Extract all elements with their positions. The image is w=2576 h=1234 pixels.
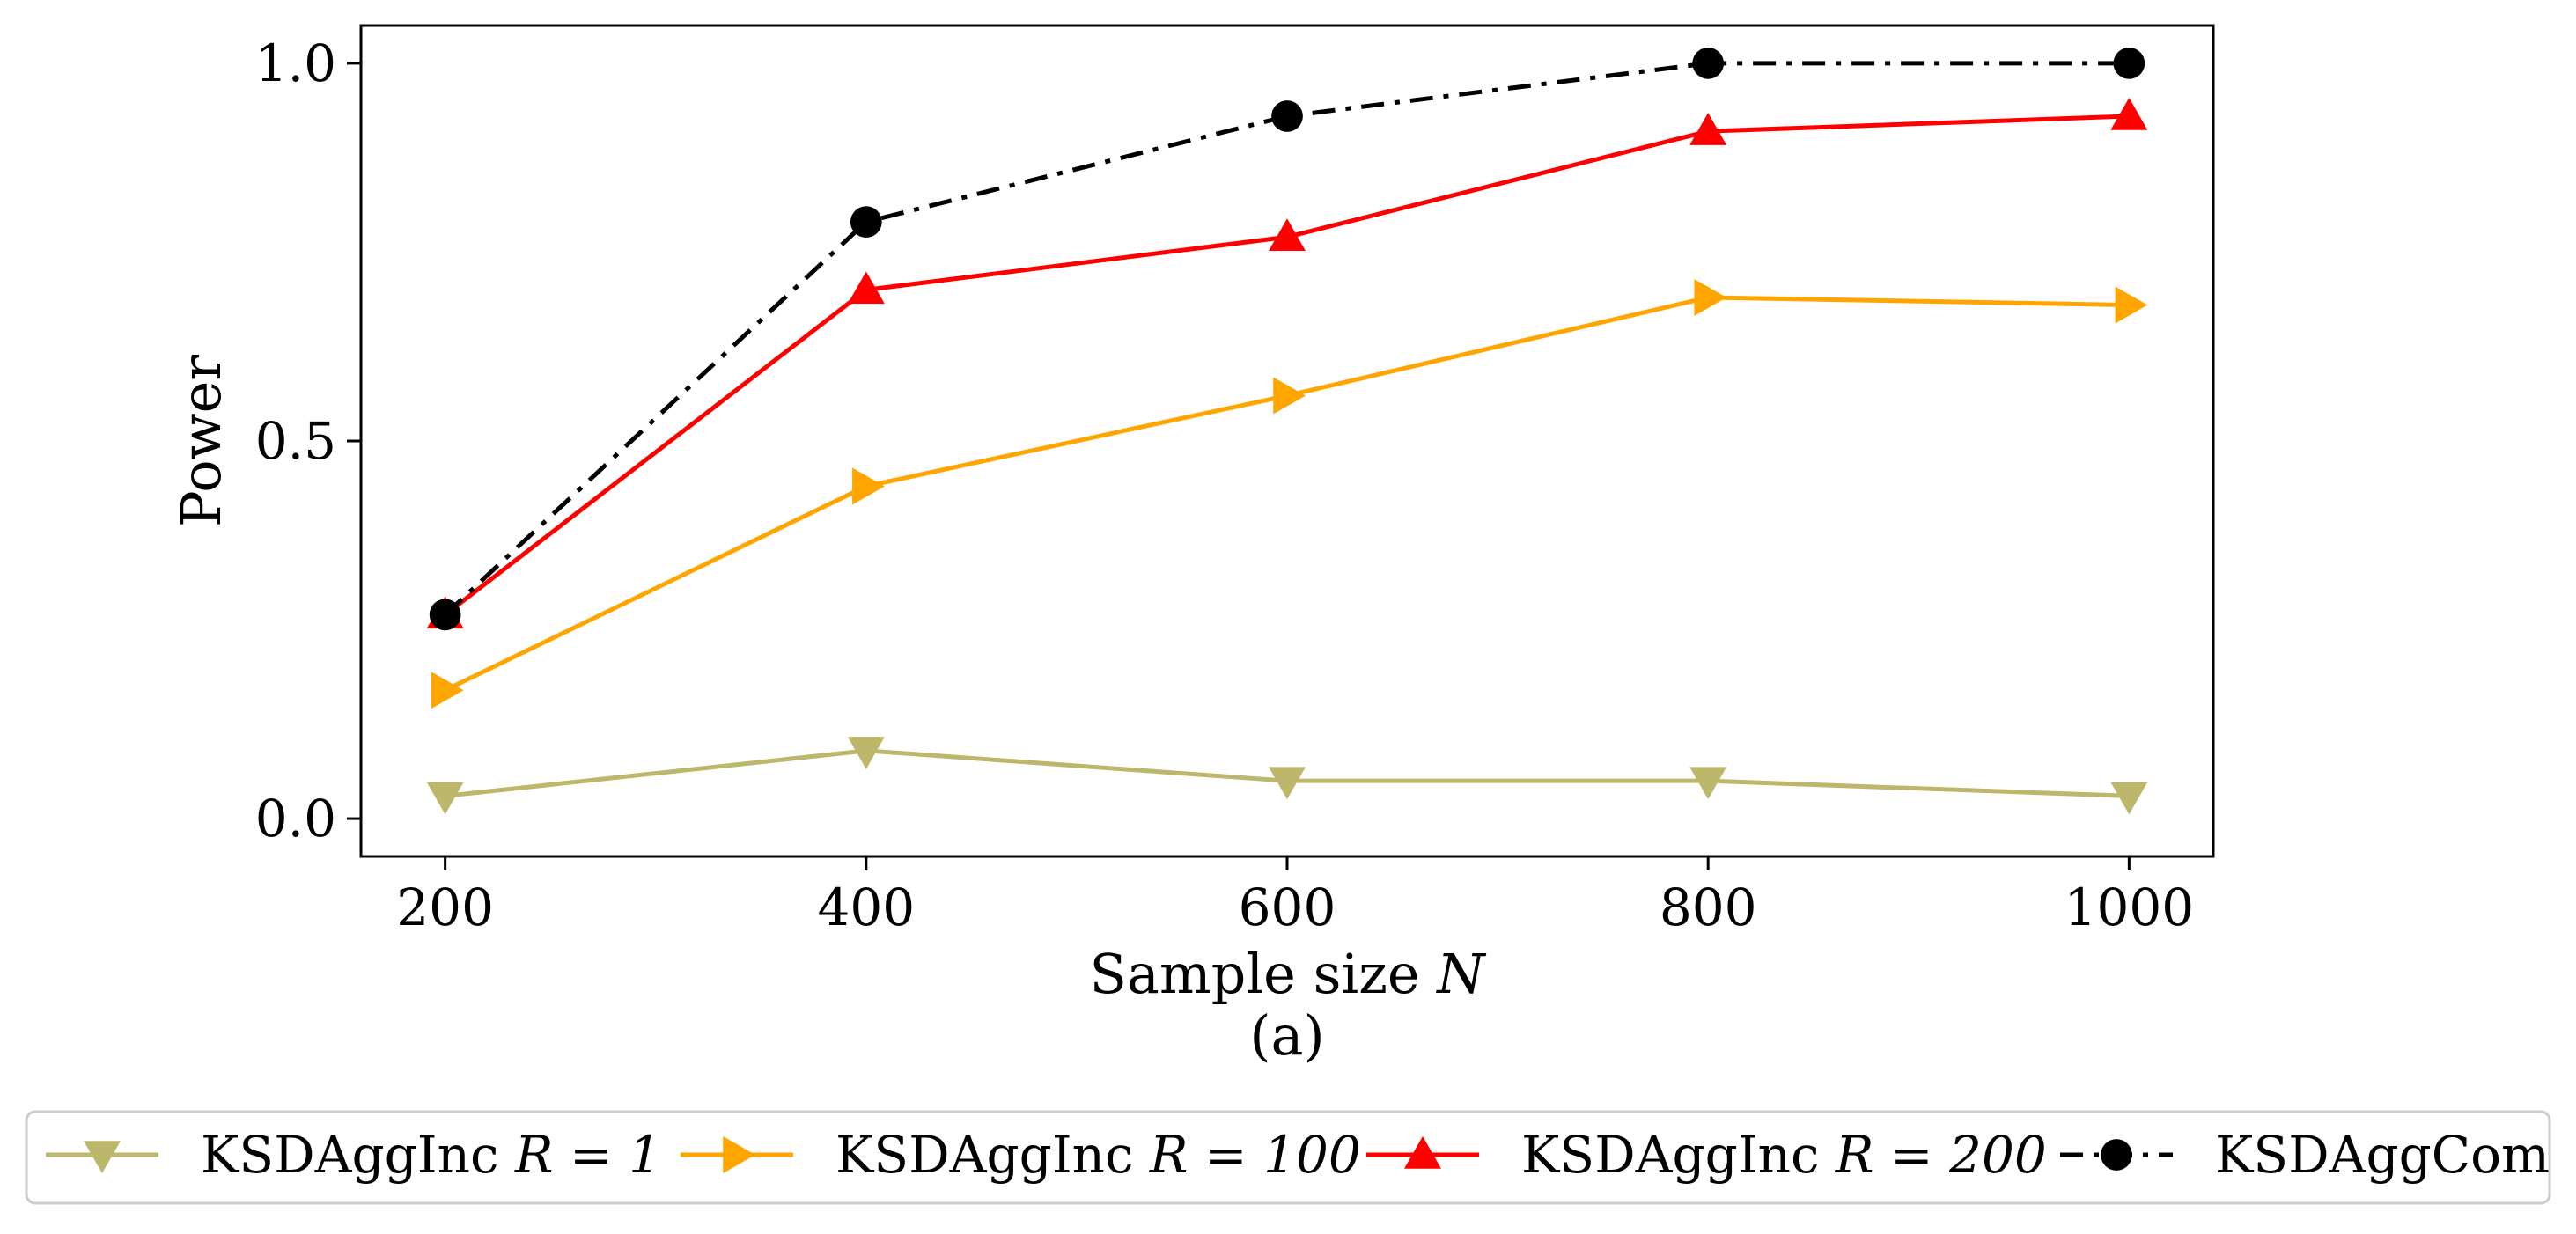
legend-label: KSDAggInc R = 200 <box>1521 1125 2047 1185</box>
series-line <box>443 61 2130 617</box>
x-tick-label: 400 <box>817 878 915 937</box>
legend-frame <box>25 1110 2551 1205</box>
legend-item: KSDAggInc R = 100 <box>681 1125 1361 1185</box>
data-point <box>1692 48 1725 79</box>
legend-item: KSDAggInc R = 200 <box>1366 1125 2047 1185</box>
x-axis-label: Sample size N <box>1089 942 1487 1006</box>
series-line <box>444 295 2130 693</box>
data-point <box>2113 48 2145 79</box>
data-point <box>1269 218 1306 252</box>
data-point <box>431 672 464 709</box>
plot-layer <box>426 48 2148 815</box>
data-point <box>1694 278 1727 316</box>
legend-item: KSDAggInc R = 1 <box>46 1125 661 1185</box>
data-point <box>847 271 885 305</box>
y-tick-label: 1.0 <box>255 33 336 93</box>
data-point <box>1271 100 1303 132</box>
data-point <box>847 737 885 769</box>
legend-label: KSDAggInc R = 1 <box>201 1125 661 1185</box>
legend-swatch-marker <box>1404 1136 1441 1169</box>
y-axis-label: Power <box>169 355 233 527</box>
y-axis-ticks: 0.0 0.5 1.0 <box>255 33 361 848</box>
plot-frame <box>359 24 2215 858</box>
data-point <box>2110 782 2148 815</box>
data-point <box>429 599 461 631</box>
data-point <box>1689 113 1727 145</box>
legend-swatch-marker <box>84 1141 121 1173</box>
data-point <box>852 467 885 505</box>
data-point <box>2110 97 2148 130</box>
x-tick-label: 200 <box>396 878 494 937</box>
legend-label: KSDAggInc R = 100 <box>835 1125 1361 1185</box>
y-tick-label: 0.5 <box>255 411 336 471</box>
series-line <box>444 114 2130 617</box>
y-tick-label: 0.0 <box>255 789 336 848</box>
legend: KSDAggInc R = 1 KSDAggInc R = 100 KSDAggIn… <box>25 1110 2551 1205</box>
series-0 <box>426 737 2148 815</box>
data-point <box>2115 286 2148 324</box>
x-tick-label: 600 <box>1239 878 1336 937</box>
legend-label: KSDAggCom <box>2215 1125 2550 1185</box>
legend-items: KSDAggInc R = 1 KSDAggInc R = 100 KSDAggIn… <box>46 1125 2550 1185</box>
series-3 <box>429 48 2145 631</box>
figure-caption: (a) <box>1249 1003 1324 1068</box>
legend-item: KSDAggCom <box>2060 1125 2550 1185</box>
axes-layer: 200 400 600 800 1000 0.0 0.5 1.0 Sample size N… <box>169 24 2215 1068</box>
legend-swatch-marker <box>723 1136 755 1173</box>
data-point <box>1273 377 1306 415</box>
series-1 <box>431 278 2148 709</box>
data-point <box>1269 767 1306 800</box>
data-point <box>1689 767 1727 800</box>
x-tick-label: 1000 <box>2064 878 2195 937</box>
series-2 <box>426 97 2148 629</box>
data-point <box>850 206 882 238</box>
legend-swatch-marker <box>2101 1139 2132 1171</box>
x-tick-label: 800 <box>1660 878 1757 937</box>
x-axis-ticks: 200 400 600 800 1000 <box>396 856 2194 937</box>
data-point <box>426 782 464 815</box>
